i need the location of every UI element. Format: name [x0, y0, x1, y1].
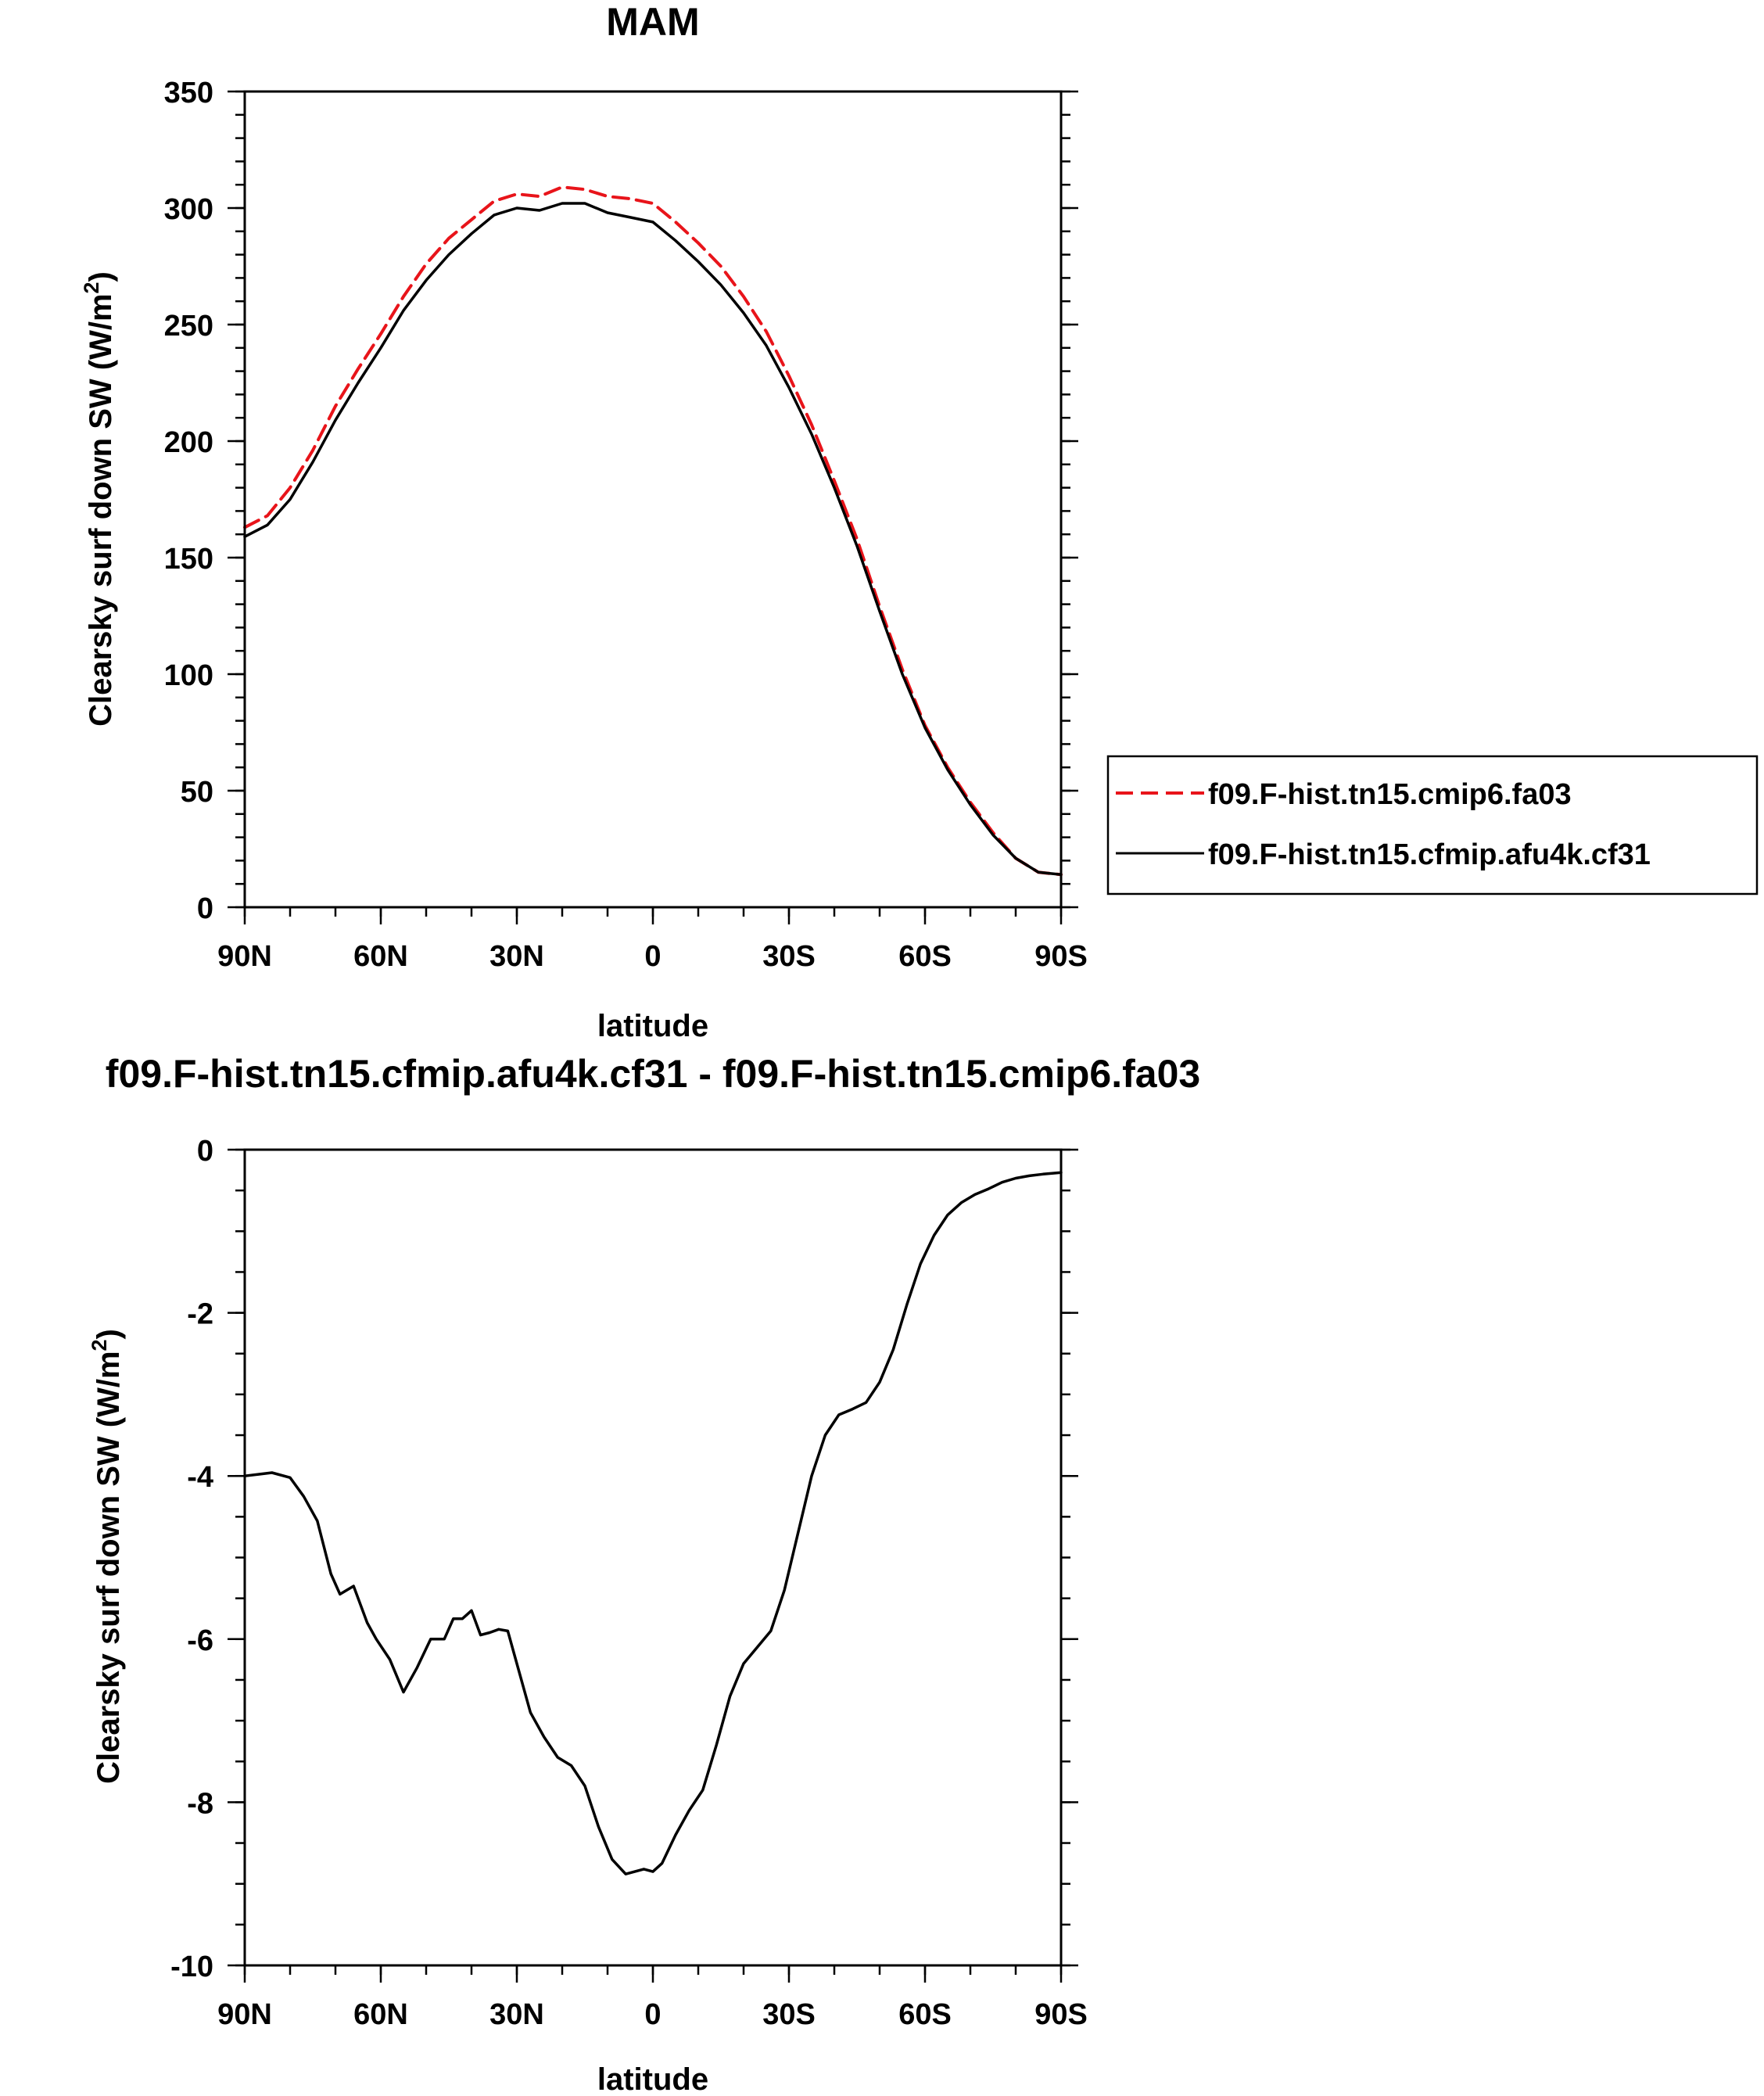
y-axis-label: Clearsky surf down SW (W/m2) [88, 1329, 126, 1784]
x-tick-label: 60N [353, 940, 408, 973]
y-tick-label: 50 [181, 776, 213, 809]
chart-mam: MAM 0 50 100 150 200 250 300 350 90N 60N 30N 0 30S 6… [80, 0, 1759, 1043]
y-tick-label: 200 [164, 426, 213, 459]
chart-title: MAM [606, 0, 699, 44]
series-line-f09.F-hist.tn15.cfmip.afu4k.cf31 [243, 202, 1063, 877]
y-axis-label-superscript: 2 [88, 1339, 111, 1351]
y-tick-label: 100 [164, 659, 213, 692]
legend-box [1106, 755, 1759, 895]
y-axis-label-superscript: 2 [80, 282, 103, 293]
x-tick-labels: 90N 60N 30N 0 30S 60S 90S [217, 1998, 1088, 2031]
x-tick-label: 60S [898, 940, 952, 973]
y-tick-label: 300 [164, 193, 213, 226]
series-layer [243, 1171, 1063, 1875]
y-axis-label: Clearsky surf down SW (W/m2) [80, 271, 118, 727]
series-line-difference [243, 1171, 1063, 1875]
y-tick-label: 150 [164, 543, 213, 576]
x-tick-label: 30S [762, 940, 816, 973]
x-tick-label: 60S [898, 1998, 952, 2031]
x-tick-labels: 90N 60N 30N 0 30S 60S 90S [217, 940, 1088, 973]
y-tick-label: -4 [187, 1461, 213, 1494]
series-line-f09.F-hist.tn15.cmip6.fa03 [243, 185, 1063, 877]
legend: f09.F-hist.tn15.cmip6.fa03 f09.F-hist.tn… [1106, 755, 1759, 895]
chart-difference: f09.F-hist.tn15.cfmip.afu4k.cf31 - f09.F… [88, 1052, 1200, 2096]
tick-marks [228, 90, 1078, 924]
x-tick-label: 30S [762, 1998, 816, 2031]
x-tick-label: 90S [1034, 940, 1088, 973]
x-tick-label: 90S [1034, 1998, 1088, 2031]
x-axis-label: latitude [597, 1009, 708, 1043]
plot-frame [243, 90, 1063, 909]
y-tick-label: 0 [197, 892, 213, 925]
tick-marks [228, 1148, 1078, 1983]
x-tick-label: 60N [353, 1998, 408, 2031]
y-tick-labels: 0 50 100 150 200 250 300 350 [164, 77, 213, 925]
x-axis-label: latitude [597, 2062, 708, 2096]
x-tick-label: 0 [644, 940, 661, 973]
legend-label-cmip6: f09.F-hist.tn15.cmip6.fa03 [1208, 778, 1572, 811]
x-tick-label: 90N [217, 940, 272, 973]
y-tick-label: 0 [197, 1135, 213, 1168]
x-tick-label: 90N [217, 1998, 272, 2031]
y-tick-label: -6 [187, 1624, 213, 1657]
y-tick-label: -10 [170, 1951, 213, 1983]
y-tick-label: -2 [187, 1298, 213, 1331]
series-layer [243, 185, 1063, 877]
chart-title: f09.F-hist.tn15.cfmip.afu4k.cf31 - f09.F… [106, 1052, 1200, 1096]
y-tick-label: 350 [164, 77, 213, 109]
x-tick-label: 0 [644, 1998, 661, 2031]
x-tick-label: 30N [489, 940, 544, 973]
y-tick-labels: -10 -8 -6 -4 -2 0 [170, 1135, 213, 1983]
y-tick-label: -8 [187, 1787, 213, 1820]
plot-frame [243, 1148, 1063, 1967]
legend-label-cfmip: f09.F-hist.tn15.cfmip.afu4k.cf31 [1208, 838, 1651, 871]
y-tick-label: 250 [164, 310, 213, 343]
x-tick-label: 30N [489, 1998, 544, 2031]
